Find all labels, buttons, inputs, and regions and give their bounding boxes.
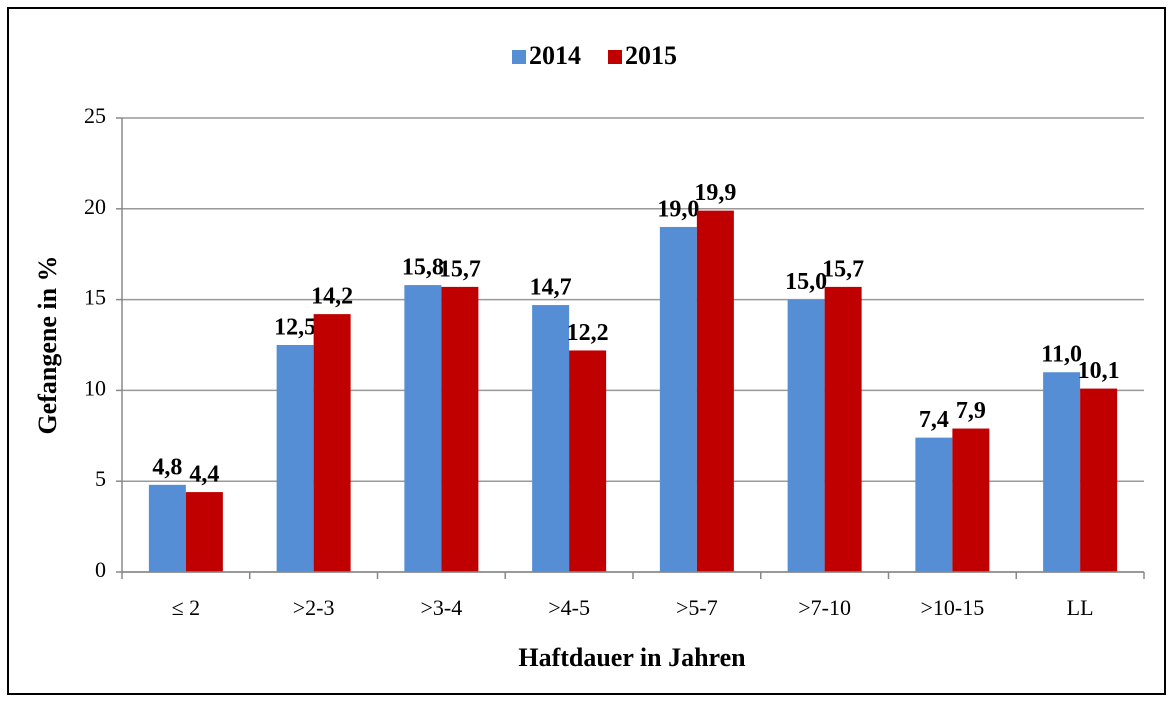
y-tick-label: 5 bbox=[95, 466, 106, 491]
value-label: 14,7 bbox=[530, 275, 572, 301]
x-tick-label: >5-7 bbox=[676, 595, 718, 620]
value-label: 15,7 bbox=[439, 256, 481, 282]
y-tick-label: 0 bbox=[95, 557, 106, 582]
value-label: 15,0 bbox=[785, 269, 827, 295]
bar bbox=[1043, 372, 1081, 572]
x-tick-label: >10-15 bbox=[921, 595, 985, 620]
legend-label: 2014 bbox=[529, 41, 581, 70]
y-tick-label: 20 bbox=[84, 194, 106, 219]
x-axis-label: Haftdauer in Jahren bbox=[518, 643, 746, 672]
bar bbox=[532, 305, 570, 572]
bar bbox=[952, 428, 990, 572]
bar bbox=[404, 285, 442, 572]
value-label: 15,7 bbox=[822, 256, 864, 282]
bar bbox=[659, 226, 697, 572]
legend-label: 2015 bbox=[625, 41, 677, 70]
x-tick-label: ≤ 2 bbox=[172, 595, 201, 620]
x-tick-label: LL bbox=[1067, 595, 1094, 620]
bar bbox=[915, 437, 953, 572]
x-tick-label: >7-10 bbox=[798, 595, 851, 620]
bar bbox=[441, 286, 479, 572]
x-tick-label: >3-4 bbox=[421, 595, 463, 620]
value-label: 11,0 bbox=[1041, 342, 1082, 368]
value-label: 10,1 bbox=[1078, 358, 1120, 384]
bar bbox=[824, 286, 862, 572]
bar bbox=[1080, 388, 1118, 572]
bar bbox=[185, 492, 223, 572]
value-label: 14,2 bbox=[311, 284, 353, 310]
x-tick-label: >2-3 bbox=[293, 595, 335, 620]
value-label: 7,9 bbox=[956, 398, 986, 424]
bar bbox=[276, 345, 314, 572]
bar bbox=[148, 484, 186, 572]
bar bbox=[787, 299, 825, 572]
x-tick-label: >4-5 bbox=[548, 595, 590, 620]
legend-swatch bbox=[512, 50, 526, 64]
bar bbox=[313, 314, 351, 572]
legend-swatch bbox=[608, 50, 622, 64]
bar bbox=[696, 210, 734, 572]
value-label: 12,2 bbox=[567, 320, 609, 346]
value-label: 12,5 bbox=[274, 315, 316, 341]
value-label: 4,8 bbox=[152, 454, 182, 480]
bar bbox=[569, 350, 607, 572]
y-tick-label: 15 bbox=[84, 285, 106, 310]
value-label: 19,9 bbox=[694, 180, 736, 206]
value-label: 4,4 bbox=[189, 462, 219, 488]
y-tick-label: 10 bbox=[84, 375, 106, 400]
y-tick-label: 25 bbox=[84, 103, 106, 128]
y-axis-label: Gefangene in % bbox=[33, 255, 62, 434]
value-label: 7,4 bbox=[919, 407, 949, 433]
value-label: 15,8 bbox=[402, 255, 444, 281]
value-label: 19,0 bbox=[657, 196, 699, 222]
